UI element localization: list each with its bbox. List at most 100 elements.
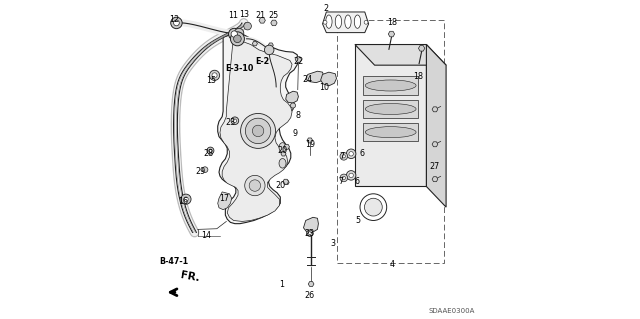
- Text: 15: 15: [206, 76, 216, 85]
- Circle shape: [184, 197, 188, 201]
- Circle shape: [245, 118, 271, 144]
- Circle shape: [264, 45, 274, 55]
- Text: 6: 6: [360, 149, 364, 158]
- Text: 7: 7: [339, 152, 344, 161]
- Polygon shape: [426, 45, 446, 207]
- Text: 19: 19: [305, 140, 315, 149]
- Text: 22: 22: [293, 57, 303, 66]
- Circle shape: [209, 70, 220, 80]
- Text: 14: 14: [202, 231, 211, 240]
- Circle shape: [173, 20, 179, 26]
- Circle shape: [244, 175, 265, 196]
- Text: 29: 29: [196, 167, 206, 176]
- Text: 21: 21: [255, 11, 266, 20]
- Text: 10: 10: [319, 83, 329, 92]
- Text: 3: 3: [331, 239, 336, 248]
- Circle shape: [340, 174, 348, 182]
- Circle shape: [349, 152, 353, 156]
- Circle shape: [308, 232, 311, 234]
- Text: 11: 11: [228, 11, 239, 20]
- Circle shape: [364, 198, 382, 216]
- Polygon shape: [283, 179, 289, 184]
- Text: E-2: E-2: [255, 57, 269, 66]
- Text: 18: 18: [387, 18, 397, 27]
- Polygon shape: [432, 177, 438, 182]
- Polygon shape: [281, 152, 286, 156]
- Circle shape: [207, 147, 214, 154]
- Polygon shape: [355, 45, 426, 187]
- Circle shape: [171, 17, 182, 29]
- Circle shape: [252, 125, 264, 137]
- Polygon shape: [306, 71, 324, 83]
- Text: 16: 16: [178, 197, 188, 206]
- Polygon shape: [259, 18, 266, 23]
- Circle shape: [349, 173, 353, 178]
- Text: 20: 20: [275, 181, 285, 190]
- Polygon shape: [307, 138, 313, 143]
- Text: 12: 12: [169, 15, 179, 24]
- Ellipse shape: [335, 15, 342, 28]
- Circle shape: [234, 35, 241, 43]
- Circle shape: [346, 149, 356, 159]
- Circle shape: [249, 180, 260, 191]
- Text: 4: 4: [390, 260, 395, 270]
- Circle shape: [323, 20, 327, 24]
- Text: FR.: FR.: [179, 270, 200, 283]
- Polygon shape: [284, 180, 289, 185]
- Polygon shape: [218, 34, 298, 224]
- Text: 13: 13: [239, 10, 250, 19]
- Text: 23: 23: [225, 117, 236, 127]
- Text: B-47-1: B-47-1: [159, 257, 188, 266]
- Polygon shape: [355, 45, 446, 65]
- Polygon shape: [220, 41, 292, 221]
- Circle shape: [342, 176, 346, 180]
- Ellipse shape: [365, 127, 416, 138]
- Circle shape: [230, 32, 244, 46]
- Circle shape: [234, 28, 244, 38]
- Circle shape: [340, 152, 348, 160]
- Polygon shape: [363, 76, 419, 95]
- Polygon shape: [284, 144, 289, 149]
- Circle shape: [181, 194, 191, 204]
- Text: 23: 23: [305, 229, 315, 238]
- Circle shape: [307, 230, 313, 236]
- Text: 9: 9: [292, 129, 298, 138]
- Polygon shape: [303, 217, 319, 233]
- Ellipse shape: [279, 143, 286, 152]
- Circle shape: [360, 194, 387, 220]
- Text: 5: 5: [355, 216, 360, 225]
- Circle shape: [233, 119, 237, 122]
- Circle shape: [291, 103, 296, 108]
- Polygon shape: [308, 282, 314, 286]
- Ellipse shape: [365, 80, 416, 91]
- Polygon shape: [271, 20, 277, 26]
- Text: 8: 8: [296, 111, 301, 120]
- Polygon shape: [321, 72, 337, 86]
- Polygon shape: [432, 142, 438, 147]
- Text: E-3-10: E-3-10: [225, 63, 253, 72]
- Text: 18: 18: [413, 72, 423, 81]
- Circle shape: [231, 31, 237, 37]
- Ellipse shape: [345, 15, 351, 28]
- Polygon shape: [268, 43, 273, 47]
- Polygon shape: [218, 192, 232, 210]
- Text: SDAAE0300A: SDAAE0300A: [429, 308, 475, 314]
- Text: 24: 24: [303, 75, 313, 84]
- Circle shape: [209, 149, 212, 152]
- Polygon shape: [388, 31, 395, 37]
- Polygon shape: [363, 100, 419, 118]
- Circle shape: [212, 73, 217, 78]
- Text: 6: 6: [355, 177, 360, 186]
- Polygon shape: [285, 91, 298, 103]
- Text: 1: 1: [279, 279, 284, 288]
- Text: 7: 7: [338, 177, 343, 186]
- Polygon shape: [252, 41, 257, 46]
- Text: 28: 28: [203, 149, 213, 158]
- Text: 25: 25: [269, 11, 279, 20]
- Circle shape: [241, 114, 276, 148]
- Circle shape: [342, 155, 346, 158]
- Text: 27: 27: [430, 162, 440, 171]
- Text: 26: 26: [305, 291, 315, 300]
- Polygon shape: [363, 123, 419, 141]
- Text: 20: 20: [278, 146, 287, 155]
